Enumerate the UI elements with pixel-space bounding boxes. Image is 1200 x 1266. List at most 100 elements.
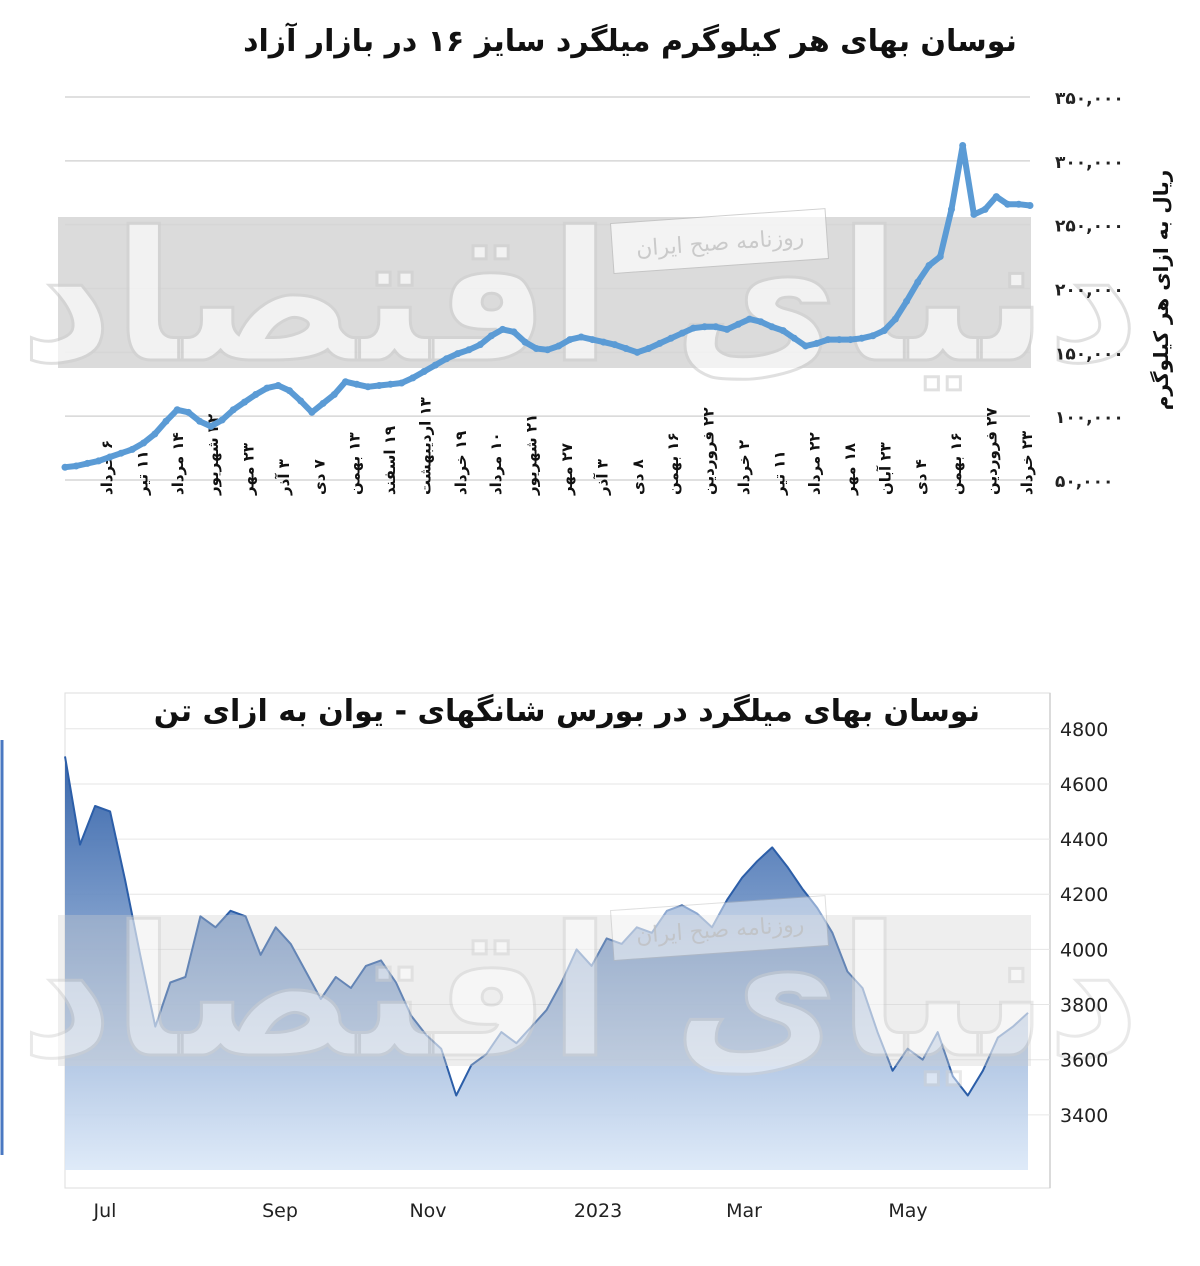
chart-free-market-svg: دنیای اقتصاد روزنامه صبح ایران ۵۰,۰۰۰۱۰۰… <box>19 89 1173 496</box>
data-point <box>824 336 832 344</box>
data-point <box>992 193 1000 201</box>
data-point <box>364 383 372 391</box>
data-point <box>768 323 776 331</box>
data-point <box>959 142 967 150</box>
x-tick-label: Jul <box>93 1200 117 1222</box>
x-tick-label: ۱۰ مرداد <box>487 432 505 495</box>
data-point <box>1026 202 1034 210</box>
data-point <box>600 338 608 346</box>
data-point <box>678 329 686 337</box>
x-tick-label: ۳ آذر <box>593 459 611 496</box>
x-tick-label: May <box>888 1200 927 1222</box>
x-tick-label: Sep <box>262 1200 298 1222</box>
x-tick-label: ۲۷ فروردین <box>983 408 1001 495</box>
data-point <box>947 205 955 213</box>
data-point <box>1015 200 1023 208</box>
data-point <box>835 336 843 344</box>
data-point <box>499 325 507 333</box>
data-point <box>588 336 596 344</box>
data-point <box>723 325 731 333</box>
data-point <box>667 334 675 342</box>
y-tick-label: 3800 <box>1060 995 1108 1017</box>
data-point <box>779 327 787 335</box>
data-point <box>802 342 810 350</box>
data-point <box>487 332 495 340</box>
data-point <box>241 398 249 406</box>
data-point <box>353 380 361 388</box>
x-tick-label: ۲ خرداد <box>735 440 753 495</box>
data-point <box>701 323 709 331</box>
data-point <box>712 323 720 331</box>
data-point <box>229 406 237 414</box>
y-axis-label-free-market: ریال به ازای هر کیلوگرم <box>1149 170 1173 410</box>
data-point <box>566 336 574 344</box>
data-point <box>330 390 338 398</box>
x-tick-label: ۱۳ اردیبهشت <box>416 397 434 495</box>
data-point <box>880 327 888 335</box>
data-point <box>611 341 619 349</box>
data-point <box>342 378 350 386</box>
data-point <box>846 336 854 344</box>
y-tick-label: 4200 <box>1060 884 1108 906</box>
x-tick-label: ۲۱ شهریور <box>523 414 541 496</box>
data-point <box>308 408 316 416</box>
data-point <box>95 457 103 465</box>
data-point <box>297 397 305 405</box>
data-point <box>465 346 473 354</box>
chart-title-shanghai: نوسان بهای میلگرد در بورس شانگهای - یوان… <box>153 694 980 729</box>
data-point <box>443 355 451 363</box>
data-point <box>207 422 215 430</box>
data-point <box>454 350 462 358</box>
data-point <box>431 361 439 369</box>
y-tick-label: 4800 <box>1060 719 1108 741</box>
data-point <box>398 379 406 387</box>
x-tick-label: ۱۹ اسفند <box>381 426 399 495</box>
data-point <box>510 328 518 336</box>
data-point <box>386 380 394 388</box>
data-point <box>577 333 585 341</box>
data-point <box>745 315 753 323</box>
data-point <box>1004 200 1012 208</box>
y-tick-label: ۳۰۰,۰۰۰ <box>1055 153 1124 173</box>
x-tick-label: ۲۷ مهر <box>558 443 576 496</box>
y-tick-label: 4000 <box>1060 939 1108 961</box>
x-tick-label: ۲۳ آبان <box>876 442 894 495</box>
data-point <box>891 315 899 323</box>
data-point <box>622 345 630 353</box>
x-tick-label: ۲۲ فروردین <box>700 408 718 495</box>
data-point <box>790 334 798 342</box>
data-point <box>252 390 260 398</box>
panel-divider <box>0 612 1200 655</box>
data-point <box>409 374 417 382</box>
x-tick-label: ۸ دی <box>629 459 647 495</box>
data-point <box>914 278 922 286</box>
chart-title-free-market: نوسان بهای هر کیلوگرم میلگرد سایز ۱۶ در … <box>243 24 1017 59</box>
x-tick-label: ۷ دی <box>310 459 328 495</box>
chart-shanghai-svg: دنیای اقتصاد روزنامه صبح ایران 340036003… <box>0 692 1141 1222</box>
data-point <box>140 439 148 447</box>
data-point <box>858 334 866 342</box>
data-point <box>925 262 933 270</box>
data-point <box>689 324 697 332</box>
watermark-badge <box>609 208 830 275</box>
watermark-badge-2 <box>609 895 830 962</box>
watermark-text-2: دنیای اقتصاد <box>20 889 1139 1098</box>
y-tick-label: 3600 <box>1060 1050 1108 1072</box>
data-point <box>285 387 293 395</box>
y-tick-label: ۲۵۰,۰۰۰ <box>1055 217 1124 237</box>
data-point <box>970 210 978 218</box>
data-point <box>476 341 484 349</box>
y-tick-label: 3400 <box>1060 1105 1108 1127</box>
data-point <box>83 459 91 467</box>
watermark-band <box>58 915 1031 1066</box>
data-point <box>757 318 765 326</box>
data-point <box>162 417 170 425</box>
data-point <box>263 384 271 392</box>
data-point <box>521 338 529 346</box>
x-tick-label: ۱۱ تیر <box>770 450 788 496</box>
x-tick-label: ۱۳ بهمن <box>346 432 364 495</box>
data-point <box>633 348 641 356</box>
data-point <box>274 382 282 390</box>
data-point <box>869 332 877 340</box>
watermark-text: دنیای اقتصاد <box>20 194 1139 403</box>
